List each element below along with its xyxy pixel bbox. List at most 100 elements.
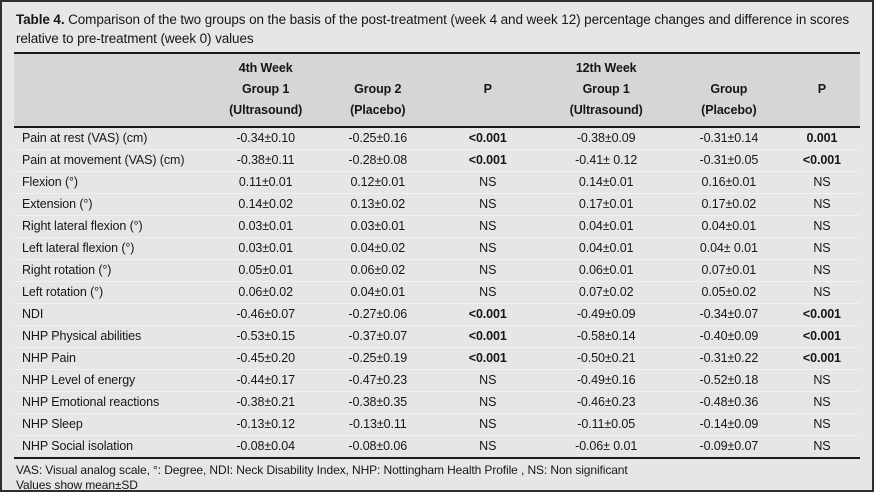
cell-group1-week4: 0.05±0.01	[212, 259, 319, 282]
row-label: NHP Sleep	[14, 413, 213, 436]
cell-group1-week4: -0.34±0.10	[212, 127, 319, 150]
header-week4: 4th Week	[212, 52, 319, 79]
table-row: Right lateral flexion (°) 0.03±0.01 0.03…	[14, 215, 860, 238]
cell-group1-week4: 0.11±0.01	[212, 171, 319, 194]
cell-p-week4: NS	[436, 215, 539, 238]
cell-group2-week12: 0.07±0.01	[673, 259, 784, 282]
cell-group1-week4: 0.03±0.01	[212, 215, 319, 238]
cell-p-week12: NS	[783, 215, 860, 238]
header-spacer	[783, 100, 860, 128]
cell-p-week12: NS	[783, 413, 860, 436]
cell-p-week12: <0.001	[783, 347, 860, 370]
cell-group1-week12: 0.04±0.01	[538, 215, 674, 238]
cell-group2-week4: -0.13±0.11	[318, 413, 437, 436]
cell-group1-week4: -0.08±0.04	[212, 435, 319, 459]
header-group2-week12: Group	[710, 82, 748, 96]
row-label: NHP Pain	[14, 347, 213, 370]
header-spacer	[14, 79, 213, 100]
cell-group1-week4: -0.38±0.21	[212, 391, 319, 414]
row-label: Left rotation (°)	[14, 281, 213, 304]
table-caption: Table 4. Comparison of the two groups on…	[16, 10, 858, 48]
cell-group1-week12: -0.58±0.14	[538, 325, 674, 348]
table-caption-label: Table 4.	[16, 12, 65, 27]
cell-group2-week12: -0.14±0.09	[673, 413, 784, 436]
cell-group1-week12: -0.46±0.23	[538, 391, 674, 414]
cell-group1-week4: 0.14±0.02	[212, 193, 319, 216]
cell-group1-week12: -0.06± 0.01	[538, 435, 674, 459]
header-placebo-week12: (Placebo)	[673, 100, 784, 128]
header-p-week4: P	[483, 82, 492, 96]
row-label: NHP Level of energy	[14, 369, 213, 392]
table-row: Left rotation (°) 0.06±0.02 0.04±0.01 NS…	[14, 281, 860, 304]
row-label: Pain at movement (VAS) (cm)	[14, 149, 213, 172]
cell-group1-week4: 0.03±0.01	[212, 237, 319, 260]
cell-p-week12: 0.001	[783, 127, 860, 150]
cell-group1-week4: 0.06±0.02	[212, 281, 319, 304]
row-label: NHP Social isolation	[14, 435, 213, 459]
comparison-table: 4th Week 12th Week Group 1 Group 2 P Gro…	[14, 52, 860, 459]
table-row: Right rotation (°) 0.05±0.01 0.06±0.02 N…	[14, 259, 860, 282]
cell-p-week12: <0.001	[783, 325, 860, 348]
header-spacer	[673, 52, 784, 79]
cell-group1-week4: -0.53±0.15	[212, 325, 319, 348]
cell-group2-week12: 0.05±0.02	[673, 281, 784, 304]
cell-group2-week4: -0.37±0.07	[318, 325, 437, 348]
cell-group1-week12: 0.14±0.01	[538, 171, 674, 194]
cell-group1-week12: 0.06±0.01	[538, 259, 674, 282]
table-footnotes: VAS: Visual analog scale, °: Degree, NDI…	[14, 459, 860, 490]
row-label: NHP Emotional reactions	[14, 391, 213, 414]
cell-p-week4: NS	[436, 171, 539, 194]
cell-p-week12: NS	[783, 391, 860, 414]
cell-p-week12: <0.001	[783, 303, 860, 326]
header-group2-week4: Group 2	[354, 82, 402, 96]
cell-p-week4: <0.001	[436, 325, 539, 348]
table-body: Pain at rest (VAS) (cm) -0.34±0.10 -0.25…	[14, 127, 860, 459]
table-caption-text: Comparison of the two groups on the basi…	[16, 12, 850, 46]
cell-p-week4: NS	[436, 435, 539, 459]
cell-group2-week12: 0.16±0.01	[673, 171, 784, 194]
cell-group2-week4: -0.25±0.16	[318, 127, 437, 150]
cell-p-week4: NS	[436, 369, 539, 392]
cell-group1-week4: -0.44±0.17	[212, 369, 319, 392]
cell-group1-week12: -0.49±0.09	[538, 303, 674, 326]
cell-p-week12: NS	[783, 259, 860, 282]
cell-group2-week12: -0.09±0.07	[673, 435, 784, 459]
cell-group2-week12: -0.31±0.14	[673, 127, 784, 150]
cell-group2-week4: -0.25±0.19	[318, 347, 437, 370]
cell-group1-week12: 0.04±0.01	[538, 237, 674, 260]
cell-p-week4: NS	[436, 391, 539, 414]
cell-group2-week12: -0.31±0.22	[673, 347, 784, 370]
header-ultrasound-week12: (Ultrasound)	[538, 100, 674, 128]
cell-p-week12: NS	[783, 193, 860, 216]
cell-group1-week12: 0.17±0.01	[538, 193, 674, 216]
cell-group2-week4: -0.47±0.23	[318, 369, 437, 392]
cell-group1-week4: -0.45±0.20	[212, 347, 319, 370]
cell-group2-week12: 0.17±0.02	[673, 193, 784, 216]
cell-group1-week12: 0.07±0.02	[538, 281, 674, 304]
table-row: NHP Pain -0.45±0.20 -0.25±0.19 <0.001 -0…	[14, 347, 860, 370]
cell-p-week4: NS	[436, 193, 539, 216]
cell-p-week4: <0.001	[436, 127, 539, 150]
cell-group2-week12: 0.04± 0.01	[673, 237, 784, 260]
cell-group2-week12: -0.52±0.18	[673, 369, 784, 392]
cell-group1-week12: -0.11±0.05	[538, 413, 674, 436]
table-row: Extension (°) 0.14±0.02 0.13±0.02 NS 0.1…	[14, 193, 860, 216]
cell-group2-week4: 0.13±0.02	[318, 193, 437, 216]
header-spacer	[14, 100, 213, 128]
cell-group1-week12: -0.50±0.21	[538, 347, 674, 370]
table-row: NHP Social isolation -0.08±0.04 -0.08±0.…	[14, 435, 860, 459]
cell-group2-week12: -0.31±0.05	[673, 149, 784, 172]
table-row: Left lateral flexion (°) 0.03±0.01 0.04±…	[14, 237, 860, 260]
cell-group2-week12: -0.34±0.07	[673, 303, 784, 326]
row-label: Right rotation (°)	[14, 259, 213, 282]
table-row: Pain at movement (VAS) (cm) -0.38±0.11 -…	[14, 149, 860, 172]
header-placebo-week4: (Placebo)	[318, 100, 437, 128]
header-p-week12: P	[817, 82, 827, 96]
header-row-weeks: 4th Week 12th Week	[14, 52, 860, 79]
row-label: NDI	[14, 303, 213, 326]
cell-group2-week4: 0.03±0.01	[318, 215, 437, 238]
table-row: NHP Level of energy -0.44±0.17 -0.47±0.2…	[14, 369, 860, 392]
header-row-groups: Group 1 Group 2 P Group 1 Group P	[14, 79, 860, 100]
table-row: NHP Sleep -0.13±0.12 -0.13±0.11 NS -0.11…	[14, 413, 860, 436]
